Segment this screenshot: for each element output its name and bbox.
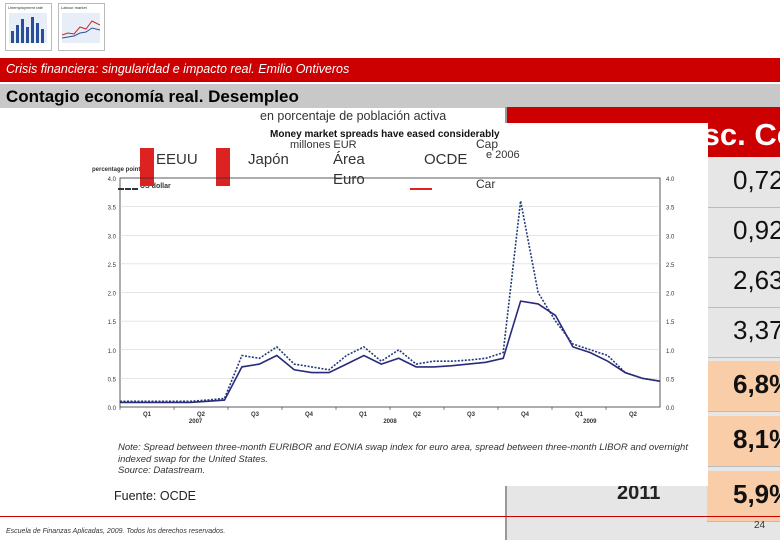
legend-ocde-line (410, 188, 432, 190)
scenario-cell-5: 8,1% (707, 416, 780, 467)
scenario-cell-2: 2,63% (707, 257, 780, 308)
legend-area-euro-2: Euro (333, 171, 365, 188)
legend-ocde: OCDE (424, 151, 468, 168)
scenario-cell-1: 0,92% (707, 207, 780, 258)
thumbnail-chart-left: Unemployment rate (5, 3, 52, 51)
scenario-cell-0: 0,72% (707, 157, 780, 208)
section-title: Crisis financiera: singularidad e impact… (6, 62, 350, 76)
chart-title: Money market spreads have eased consider… (270, 129, 500, 140)
legend-area-euro-1: Área (333, 151, 365, 168)
thumbnail-right-lines (61, 20, 101, 39)
scenario-value: 8,1% (733, 424, 780, 454)
scenario-value: 6,8% (733, 369, 780, 399)
chart-note: Note: Spread between three-month EURIBOR… (118, 442, 688, 465)
scenario-cell-4: 6,8% (707, 361, 780, 412)
cap-fragment: Cap (476, 137, 499, 151)
page-number: 24 (754, 520, 766, 531)
millones-fragment: millones EUR (290, 139, 357, 151)
footer-copyright: Escuela de Finanzas Aplicadas, 2009. Tod… (6, 528, 226, 535)
thumbnail-chart-right: Labour market (58, 3, 105, 51)
chart-source: Source: Datastream. (118, 465, 206, 476)
scenario-year: 2011 (617, 482, 661, 504)
section-title-bar: Crisis financiera: singularidad e impact… (0, 58, 780, 82)
scenario-value: 5,9% (733, 479, 780, 509)
thumbnail-left-title: Unemployment rate (8, 5, 43, 10)
thumbnail-left-plot (9, 13, 47, 43)
scenario-cell-3: 3,37% (707, 307, 780, 358)
year-2006-fragment: e 2006 (486, 149, 520, 161)
legend-japon: Japón (248, 151, 289, 168)
thumbnail-right-plot (61, 13, 101, 43)
legend-square-eeuu (140, 148, 154, 186)
thumbnail-left-bars (11, 17, 44, 43)
scenario-value: 0,72% (733, 165, 780, 195)
chart-panel (86, 123, 708, 486)
slide-title-bar: Contagio economía real. Desempleo (0, 84, 780, 108)
scenario-value: 0,92% (733, 215, 780, 245)
legend-square-japon (216, 148, 230, 186)
scenario-value: 3,37% (733, 315, 780, 345)
car-fragment: Car (476, 177, 496, 191)
thumbnail-right-title: Labour market (61, 5, 87, 10)
slide-title: Contagio economía real. Desempleo (6, 87, 299, 106)
chart-subtitle: en porcentaje de población activa (260, 109, 447, 123)
chart-units: percentage points (92, 167, 144, 173)
legend-eeuu: EEUU (156, 151, 198, 168)
legend-us-dollar-line (118, 188, 138, 190)
scenario-cell-6: 5,9% (707, 471, 780, 522)
footer-divider (0, 516, 780, 517)
fuente-label: Fuente: OCDE (114, 489, 196, 503)
scenario-value: 2,63% (733, 265, 780, 295)
